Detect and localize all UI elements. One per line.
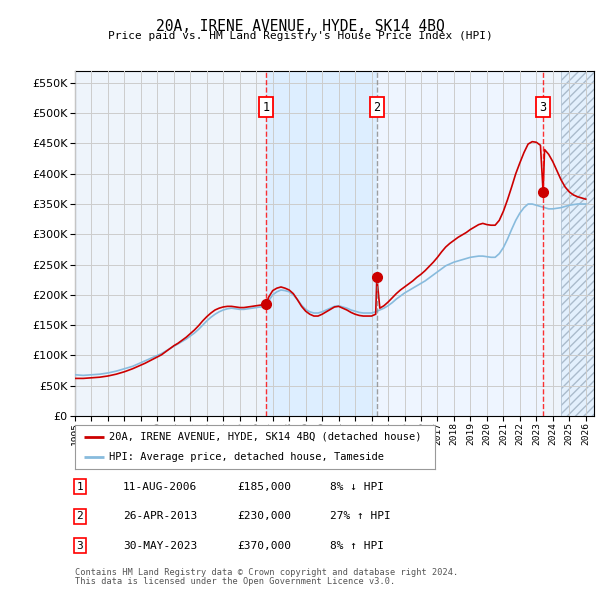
Text: 26-APR-2013: 26-APR-2013 — [123, 512, 197, 521]
Bar — [561, 71, 594, 416]
Text: £370,000: £370,000 — [237, 541, 291, 550]
Text: 20A, IRENE AVENUE, HYDE, SK14 4BQ (detached house): 20A, IRENE AVENUE, HYDE, SK14 4BQ (detac… — [109, 432, 422, 442]
Text: Contains HM Land Registry data © Crown copyright and database right 2024.: Contains HM Land Registry data © Crown c… — [75, 568, 458, 577]
Text: 20A, IRENE AVENUE, HYDE, SK14 4BQ: 20A, IRENE AVENUE, HYDE, SK14 4BQ — [155, 19, 445, 34]
Text: £230,000: £230,000 — [237, 512, 291, 521]
Text: 8% ↑ HPI: 8% ↑ HPI — [330, 541, 384, 550]
Text: 11-AUG-2006: 11-AUG-2006 — [123, 482, 197, 491]
Text: 3: 3 — [539, 101, 547, 114]
Text: This data is licensed under the Open Government Licence v3.0.: This data is licensed under the Open Gov… — [75, 578, 395, 586]
Text: 2: 2 — [76, 512, 83, 521]
Text: 2: 2 — [373, 101, 380, 114]
Text: 3: 3 — [76, 541, 83, 550]
Text: 1: 1 — [76, 482, 83, 491]
Bar — [377, 71, 543, 416]
Text: Price paid vs. HM Land Registry's House Price Index (HPI): Price paid vs. HM Land Registry's House … — [107, 31, 493, 41]
Text: 8% ↓ HPI: 8% ↓ HPI — [330, 482, 384, 491]
Text: 30-MAY-2023: 30-MAY-2023 — [123, 541, 197, 550]
Text: 27% ↑ HPI: 27% ↑ HPI — [330, 512, 391, 521]
Text: HPI: Average price, detached house, Tameside: HPI: Average price, detached house, Tame… — [109, 452, 384, 462]
Text: £185,000: £185,000 — [237, 482, 291, 491]
Bar — [266, 71, 377, 416]
Text: 1: 1 — [263, 101, 270, 114]
Bar — [561, 71, 594, 416]
